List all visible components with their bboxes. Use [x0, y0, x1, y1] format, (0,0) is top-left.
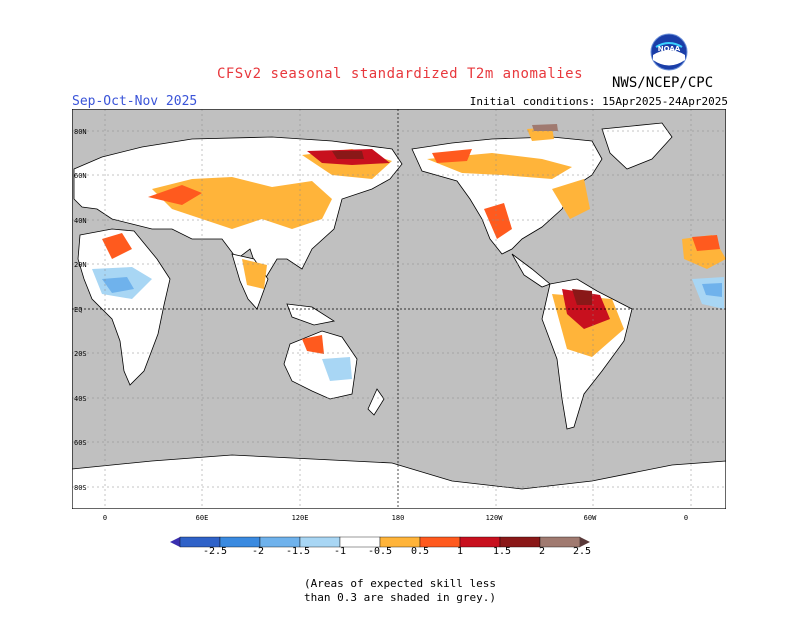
- greenland: [601, 122, 673, 170]
- lon-label: 60W: [583, 514, 597, 522]
- antarctica: [72, 454, 726, 509]
- lat-label: 60S: [74, 439, 87, 447]
- new-zealand: [367, 388, 385, 416]
- colorbar-label: -1.5: [285, 546, 311, 557]
- noaa-logo: NOAA: [650, 33, 688, 71]
- lat-label: 20S: [74, 350, 87, 358]
- lat-label: 40S: [74, 395, 87, 403]
- colorbar-label: -1: [333, 546, 347, 557]
- colorbar-label: 2: [538, 546, 546, 557]
- map-title: CFSv2 seasonal standardized T2m anomalie…: [216, 66, 584, 82]
- lon-label: 60E: [195, 514, 209, 522]
- forecast-period: Sep-Oct-Nov 2025: [72, 94, 198, 109]
- organization-label: NWS/NCEP/CPC: [612, 75, 714, 91]
- colorbar-label: 0.5: [410, 546, 430, 557]
- initial-conditions: Initial conditions: 15Apr2025-24Apr2025: [469, 95, 728, 108]
- colorbar-label: -2.5: [202, 546, 228, 557]
- africa: [77, 228, 171, 386]
- warm-anomalies: [102, 124, 726, 357]
- indonesia: [286, 303, 336, 326]
- lat-label: 80N: [74, 128, 87, 136]
- colorbar-label: -2: [251, 546, 265, 557]
- central-america: [511, 253, 551, 288]
- lat-label: 60N: [74, 172, 87, 180]
- anomaly-map: 80N 60N 40N 20N EQ 20S 40S 60S 80S: [72, 109, 726, 509]
- colorbar-arrow-right: [580, 537, 590, 547]
- colorbar-label: 2.5: [572, 546, 592, 557]
- australia: [283, 330, 358, 400]
- skill-note-line: than 0.3 are shaded in grey.): [303, 591, 497, 604]
- lat-label: 20N: [74, 261, 87, 269]
- skill-note: (Areas of expected skill less than 0.3 a…: [0, 577, 800, 605]
- colorbar: [170, 536, 590, 548]
- cool-anomalies: [92, 267, 724, 381]
- colorbar-arrow-left: [170, 537, 180, 547]
- lon-label: 120E: [291, 514, 309, 522]
- lon-label: 120W: [485, 514, 503, 522]
- lat-label: 80S: [74, 484, 87, 492]
- lon-label: 180: [391, 514, 405, 522]
- lat-label: 40N: [74, 217, 87, 225]
- logo-text: NOAA: [658, 45, 681, 53]
- colorbar-label: 1: [456, 546, 464, 557]
- lon-label: 0: [102, 514, 108, 522]
- colorbar-segments: [170, 536, 590, 548]
- latitude-labels: 80N 60N 40N 20N EQ 20S 40S 60S 80S: [74, 128, 87, 492]
- lon-label: 0: [683, 514, 689, 522]
- colorbar-label: -0.5: [367, 546, 393, 557]
- skill-note-line: (Areas of expected skill less: [303, 577, 497, 590]
- lat-label: EQ: [74, 306, 82, 314]
- colorbar-label: 1.5: [492, 546, 512, 557]
